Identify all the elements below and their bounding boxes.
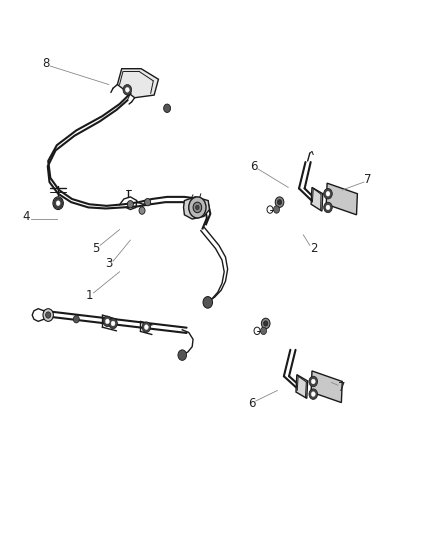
Text: 7: 7 xyxy=(339,381,346,394)
Text: 3: 3 xyxy=(105,257,113,270)
Circle shape xyxy=(324,202,332,213)
Polygon shape xyxy=(184,197,209,219)
Circle shape xyxy=(277,199,282,205)
Text: 8: 8 xyxy=(42,57,49,70)
Circle shape xyxy=(264,321,268,326)
Circle shape xyxy=(142,322,151,333)
Text: 1: 1 xyxy=(85,289,93,302)
Circle shape xyxy=(261,318,270,329)
Circle shape xyxy=(127,200,134,208)
Circle shape xyxy=(196,205,199,209)
Circle shape xyxy=(145,325,148,329)
Text: 6: 6 xyxy=(247,397,255,410)
Circle shape xyxy=(109,318,117,329)
Circle shape xyxy=(106,319,110,324)
Circle shape xyxy=(43,309,53,321)
Circle shape xyxy=(123,85,132,95)
Text: 7: 7 xyxy=(364,173,372,186)
Polygon shape xyxy=(311,188,323,211)
Circle shape xyxy=(311,392,315,397)
Circle shape xyxy=(53,197,64,209)
Circle shape xyxy=(311,379,315,384)
Circle shape xyxy=(111,321,115,326)
Circle shape xyxy=(309,376,318,387)
Text: 4: 4 xyxy=(23,210,30,223)
Circle shape xyxy=(273,206,279,213)
Circle shape xyxy=(54,198,63,208)
Circle shape xyxy=(326,205,330,210)
Polygon shape xyxy=(311,371,342,402)
Circle shape xyxy=(203,296,212,308)
Polygon shape xyxy=(117,69,159,98)
Text: 2: 2 xyxy=(311,241,318,255)
Circle shape xyxy=(326,191,330,196)
Circle shape xyxy=(139,207,145,214)
Circle shape xyxy=(164,104,170,112)
Text: 6: 6 xyxy=(250,160,258,173)
Circle shape xyxy=(125,87,129,92)
Circle shape xyxy=(324,189,332,199)
Polygon shape xyxy=(326,183,357,215)
Circle shape xyxy=(103,316,112,327)
Circle shape xyxy=(309,389,318,399)
Circle shape xyxy=(73,316,79,323)
Polygon shape xyxy=(296,375,307,398)
Circle shape xyxy=(145,198,151,206)
Circle shape xyxy=(46,312,51,318)
Circle shape xyxy=(189,197,206,218)
Text: 5: 5 xyxy=(92,241,99,255)
Circle shape xyxy=(193,202,202,213)
Circle shape xyxy=(261,327,267,335)
Circle shape xyxy=(275,197,284,207)
Circle shape xyxy=(178,350,187,360)
Circle shape xyxy=(56,201,60,206)
